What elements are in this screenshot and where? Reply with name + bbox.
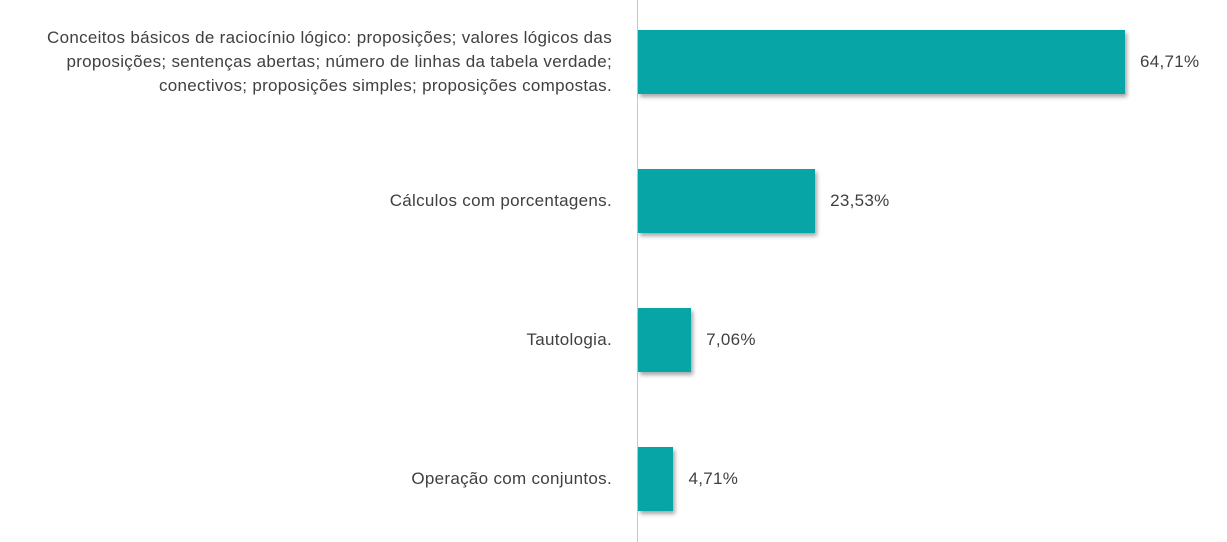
- category-axis: [637, 0, 638, 542]
- category-label: Operação com conjuntos.: [411, 469, 612, 488]
- value-label: 64,71%: [1140, 52, 1200, 71]
- value-label: 4,71%: [688, 469, 739, 488]
- bar: [638, 30, 1125, 94]
- category-label: Cálculos com porcentagens.: [389, 191, 612, 210]
- value-label: 23,53%: [830, 191, 890, 210]
- bar: [638, 308, 692, 372]
- bar: [638, 447, 674, 511]
- category-label: Conceitos básicos de raciocínio lógico: …: [47, 28, 612, 95]
- category-label: Tautologia.: [526, 330, 612, 349]
- bar: [638, 169, 816, 233]
- value-label: 7,06%: [706, 330, 756, 349]
